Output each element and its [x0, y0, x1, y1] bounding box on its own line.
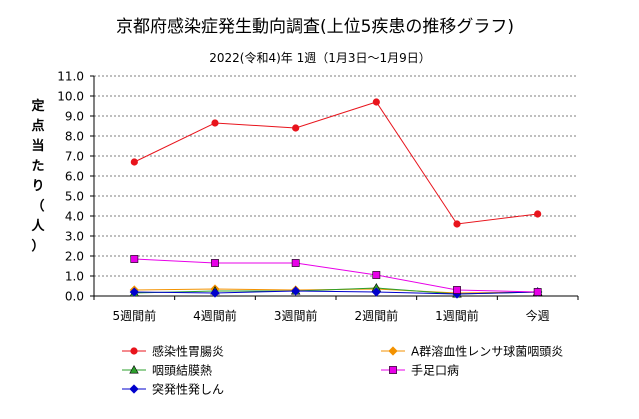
data-point: [211, 259, 219, 267]
x-tick-label: 2週間前: [355, 308, 399, 323]
legend-label: 手足口病: [411, 363, 459, 378]
chart-title: 京都府感染症発生動向調査(上位5疾患の推移グラフ): [116, 17, 514, 37]
data-point: [534, 210, 542, 218]
y-tick-label: 3.0: [65, 230, 84, 244]
x-tick-label: 1週間前: [435, 308, 479, 323]
y-tick-label: 5.0: [65, 190, 84, 204]
x-tick-label: 今週: [526, 308, 550, 323]
data-point: [372, 271, 381, 279]
data-point: [292, 124, 300, 132]
series-line: [134, 101, 538, 225]
data-point: [210, 288, 220, 298]
y-tick-label: 10.0: [57, 90, 84, 104]
data-point: [533, 288, 542, 296]
series-3: [130, 255, 542, 296]
legend-marker: [389, 366, 397, 374]
data-point: [372, 98, 380, 106]
legend-item: A群溶血性レンサ球菌咽頭炎: [381, 344, 563, 359]
y-axis-label-char: 点: [31, 118, 44, 134]
series-group: [129, 98, 543, 299]
legend-marker: [129, 364, 139, 374]
y-tick-label: 4.0: [65, 210, 84, 224]
y-tick-label: 2.0: [65, 250, 84, 264]
data-point: [130, 255, 139, 263]
data-point: [129, 287, 139, 297]
legend-label: 感染性胃腸炎: [152, 344, 224, 359]
legend-item: 咽頭結膜熱: [122, 364, 212, 378]
legend-label: 突発性発しん: [152, 382, 224, 397]
y-axis-label-char: 当: [31, 138, 44, 154]
data-point: [453, 220, 461, 228]
legend-item: 手足口病: [381, 363, 459, 378]
y-axis-label-char: （: [31, 198, 44, 214]
y-tick-label: 8.0: [65, 130, 84, 144]
y-tick-label: 6.0: [65, 170, 84, 184]
chart-subtitle: 2022(令和4)年 1週（1月3日～1月9日）: [209, 50, 431, 65]
legend-item: 感染性胃腸炎: [122, 344, 224, 359]
x-tick-label: 3週間前: [274, 308, 318, 323]
gridlines: [93, 75, 578, 297]
series-line: [134, 258, 538, 293]
y-axis-ticks: 0.0 1.0 2.0 3.0 4.0 5.0 6.0 7.0 8.0 9.0 10.0 11.0: [57, 70, 94, 304]
y-axis-label-char: 定: [30, 98, 44, 114]
y-axis-label-char: 人: [31, 218, 45, 234]
y-tick-label: 9.0: [65, 110, 84, 124]
y-axis-label-char: ）: [31, 238, 44, 254]
x-tick-label: 4週間前: [193, 308, 237, 323]
legend-marker: [130, 347, 138, 355]
legend-label: A群溶血性レンサ球菌咽頭炎: [411, 344, 563, 359]
y-tick-label: 1.0: [65, 270, 84, 284]
legend-label: 咽頭結膜熱: [152, 364, 212, 378]
data-point: [211, 119, 219, 127]
data-point: [291, 259, 300, 267]
data-point: [453, 286, 461, 294]
legend-marker: [129, 384, 139, 394]
data-point: [371, 287, 381, 297]
y-tick-label: 7.0: [65, 150, 84, 164]
x-axis-ticks: 5週間前 4週間前 3週間前 2週間前 1週間前 今週: [93, 296, 579, 323]
data-point: [130, 158, 138, 166]
y-axis-label-char: た: [31, 159, 44, 174]
y-axis-label-char: り: [31, 179, 44, 194]
series-line: [134, 290, 538, 295]
y-tick-label: 0.0: [65, 290, 84, 304]
series-0: [130, 98, 542, 228]
data-point: [291, 286, 301, 296]
y-tick-label: 11.0: [57, 70, 84, 84]
legend-marker: [388, 346, 398, 356]
x-tick-label: 5週間前: [113, 308, 157, 323]
legend-item: 突発性発しん: [122, 382, 224, 397]
